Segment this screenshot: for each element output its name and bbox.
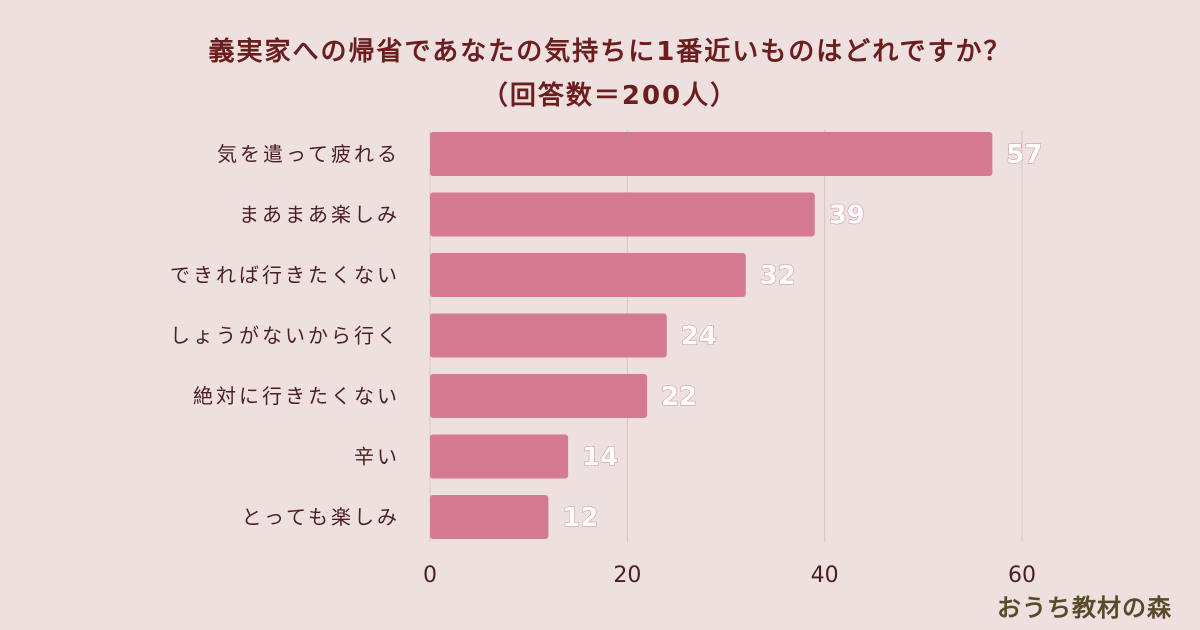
value-label-3: 24 [681, 322, 717, 352]
x-tick-label-0: 0 [423, 563, 437, 588]
bars [430, 132, 993, 539]
value-label-0: 57 [1006, 140, 1042, 170]
bar-4 [430, 374, 648, 418]
x-tick-label-1: 20 [613, 563, 641, 588]
bar-6 [430, 495, 549, 539]
value-labels: 57 39 32 24 22 14 12 [562, 140, 1043, 534]
bar-5 [430, 434, 569, 479]
x-tick-label-2: 40 [811, 563, 839, 588]
category-label-6: とっても楽しみ [242, 505, 400, 529]
x-tick-label-3: 60 [1008, 563, 1036, 588]
category-label-5: 辛い [354, 445, 400, 469]
category-label-3: しょうがないから行く [170, 324, 400, 348]
value-label-1: 39 [829, 201, 865, 231]
watermark-logo: おうち教材の森 [997, 593, 1172, 622]
value-label-6: 12 [562, 503, 598, 533]
category-label-2: できれば行きたくない [170, 263, 400, 287]
category-label-4: 絶対に行きたくない [193, 384, 400, 408]
value-label-2: 32 [760, 261, 796, 291]
value-label-4: 22 [661, 382, 697, 412]
category-label-1: まあまあ楽しみ [239, 203, 400, 227]
bar-0 [430, 132, 993, 176]
chart-title: 義実家への帰省であなたの気持ちに1番近いものはどれですか？ [208, 36, 1011, 67]
category-label-0: 気を遣って疲れる [217, 142, 400, 166]
chart-subtitle: （回答数＝200人） [482, 80, 738, 111]
value-label-5: 14 [582, 443, 618, 473]
bar-3 [430, 313, 667, 358]
category-labels: 気を遣って疲れるまあまあ楽しみできれば行きたくないしょうがないから行く絶対に行き… [170, 142, 400, 529]
bar-1 [430, 192, 815, 237]
x-axis-ticks: 0 20 40 60 [423, 563, 1036, 588]
bar-2 [430, 253, 746, 297]
